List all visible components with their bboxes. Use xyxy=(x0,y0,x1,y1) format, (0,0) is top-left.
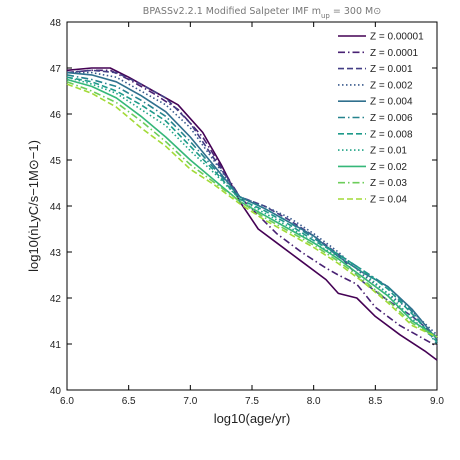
series-line-10 xyxy=(66,83,438,338)
y-tick-label: 41 xyxy=(50,340,62,351)
legend-label: Z = 0.004 xyxy=(370,97,413,108)
legend: Z = 0.00001 Z = 0.0001 Z = 0.001 Z = 0.002 Z… xyxy=(338,32,424,206)
series-line-7 xyxy=(66,76,438,343)
x-tick-label: 7.0 xyxy=(183,396,197,407)
y-tick-label: 42 xyxy=(50,294,62,305)
legend-label: Z = 0.00001 xyxy=(370,32,424,43)
y-tick-label: 43 xyxy=(50,248,62,259)
series-line-6 xyxy=(66,76,438,343)
legend-label: Z = 0.006 xyxy=(370,113,413,124)
x-tick-label: 6.5 xyxy=(122,396,136,407)
x-tick-label: 7.5 xyxy=(245,396,259,407)
legend-label: Z = 0.01 xyxy=(370,146,407,157)
plot-area xyxy=(66,67,438,361)
legend-label: Z = 0.03 xyxy=(370,178,407,189)
y-tick-label: 40 xyxy=(50,386,62,397)
y-tick-label: 47 xyxy=(50,64,62,75)
y-tick-label: 46 xyxy=(50,110,62,121)
series-line-2 xyxy=(66,69,438,338)
chart-title: BPASSv2.2.1 Modified Salpeter IMF mup = … xyxy=(143,6,381,20)
series-line-1 xyxy=(66,69,438,347)
legend-label: Z = 0.008 xyxy=(370,129,413,140)
axis-ticks: 6.0 6.5 7.0 7.5 8.0 8.5 9.0 40 41 42 43 44 45 46 47 48 xyxy=(50,18,445,407)
y-tick-label: 45 xyxy=(50,156,62,167)
legend-label: Z = 0.04 xyxy=(370,195,407,206)
y-axis-label: log10(ṅLyC/s−1M⊙−1) xyxy=(26,140,41,272)
series-line-5 xyxy=(66,74,438,345)
x-tick-label: 6.0 xyxy=(60,396,74,407)
legend-label: Z = 0.001 xyxy=(370,64,413,75)
legend-label: Z = 0.0001 xyxy=(370,48,419,59)
series-line-0 xyxy=(66,67,438,361)
legend-label: Z = 0.02 xyxy=(370,162,407,173)
series-line-8 xyxy=(66,78,438,338)
y-tick-label: 48 xyxy=(50,18,62,29)
series-line-9 xyxy=(66,81,438,338)
x-tick-label: 8.5 xyxy=(368,396,382,407)
y-tick-label: 44 xyxy=(50,202,62,213)
x-tick-label: 9.0 xyxy=(430,396,444,407)
x-axis-label: log10(age/yr) xyxy=(214,411,291,426)
x-tick-label: 8.0 xyxy=(307,396,321,407)
legend-label: Z = 0.002 xyxy=(370,80,413,91)
